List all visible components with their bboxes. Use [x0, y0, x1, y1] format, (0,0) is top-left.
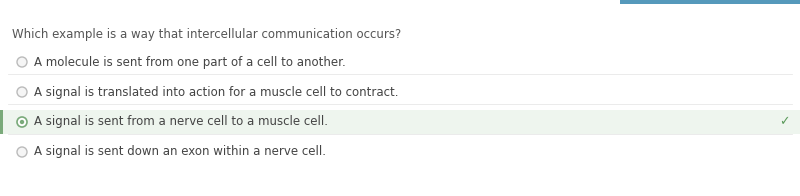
Text: A molecule is sent from one part of a cell to another.: A molecule is sent from one part of a ce…: [34, 55, 346, 68]
Text: A signal is sent from a nerve cell to a muscle cell.: A signal is sent from a nerve cell to a …: [34, 115, 328, 129]
Text: A signal is sent down an exon within a nerve cell.: A signal is sent down an exon within a n…: [34, 145, 326, 159]
Bar: [0, 110, 3, 134]
Bar: [0, 110, 800, 134]
Circle shape: [17, 117, 27, 127]
Circle shape: [17, 57, 27, 67]
Text: ✓: ✓: [779, 115, 790, 129]
Circle shape: [17, 87, 27, 97]
Text: A signal is translated into action for a muscle cell to contract.: A signal is translated into action for a…: [34, 85, 398, 99]
Text: Which example is a way that intercellular communication occurs?: Which example is a way that intercellula…: [12, 27, 402, 41]
Circle shape: [17, 147, 27, 157]
Circle shape: [20, 120, 24, 124]
Bar: [620, 0, 800, 4]
